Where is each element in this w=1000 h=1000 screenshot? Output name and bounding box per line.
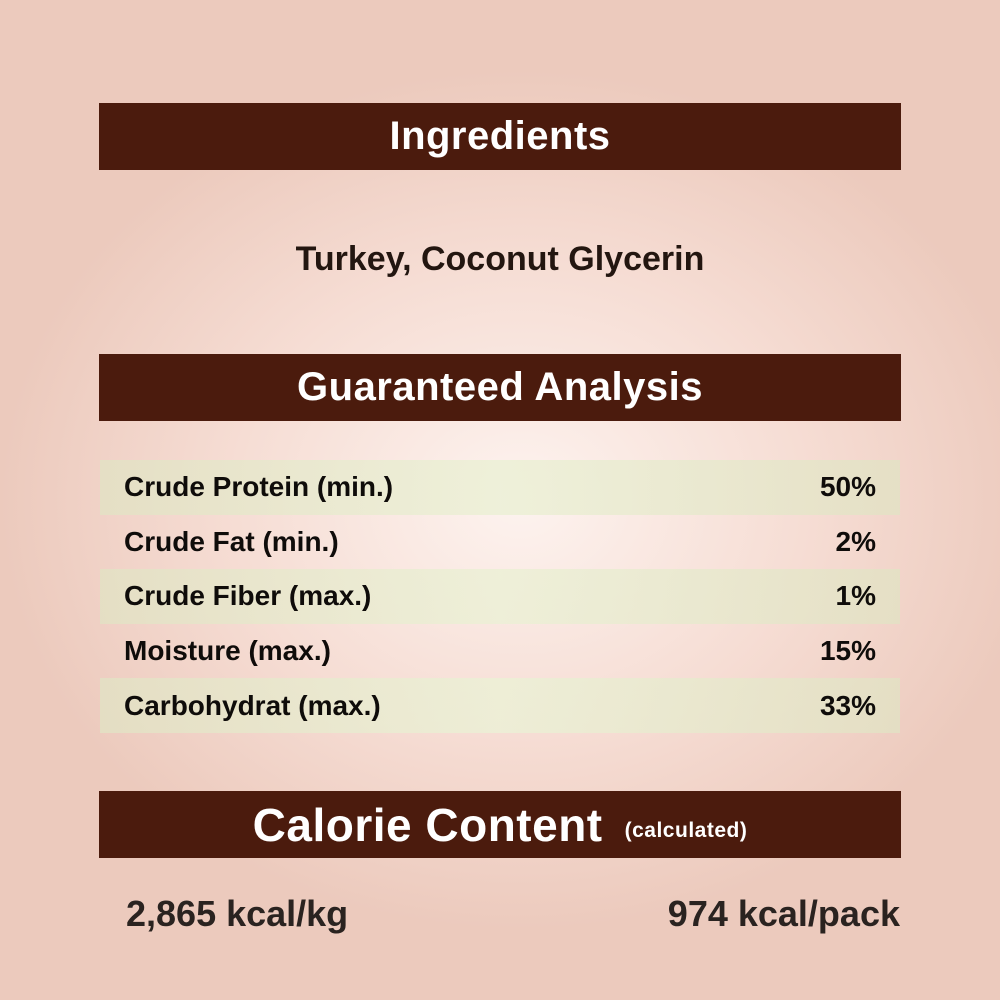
- row-value: 50%: [819, 471, 876, 503]
- row-label: Moisture (max.): [124, 635, 331, 667]
- calorie-subtitle: (calculated): [624, 818, 748, 842]
- row-label: Crude Fat (min.): [124, 525, 339, 557]
- row-value: 15%: [819, 635, 876, 667]
- row-label: Carbohydrat (max.): [124, 689, 381, 721]
- analysis-row: Moisture (max.) 15%: [100, 624, 900, 679]
- row-value: 2%: [835, 525, 876, 557]
- analysis-row: Crude Protein (min.) 50%: [100, 460, 900, 515]
- ingredients-title: Ingredients: [389, 114, 611, 158]
- ingredients-header: Ingredients: [99, 103, 901, 170]
- analysis-header: Guaranteed Analysis: [99, 354, 901, 421]
- analysis-row: Crude Fat (min.) 2%: [100, 515, 900, 570]
- row-label: Crude Fiber (max.): [124, 580, 372, 612]
- analysis-table: Crude Protein (min.) 50% Crude Fat (min.…: [100, 460, 900, 733]
- row-label: Crude Protein (min.): [124, 471, 394, 503]
- analysis-row: Crude Fiber (max.) 1%: [100, 569, 900, 624]
- ingredients-text: Turkey, Coconut Glycerin: [295, 240, 705, 278]
- row-value: 1%: [835, 580, 876, 612]
- analysis-row: Carbohydrat (max.) 33%: [100, 678, 900, 733]
- analysis-title: Guaranteed Analysis: [297, 365, 703, 409]
- calorie-header: Calorie Content (calculated): [99, 791, 901, 858]
- kcal-per-kg: 2,865 kcal/kg: [126, 893, 349, 934]
- calorie-title: Calorie Content: [252, 798, 603, 851]
- kcal-per-pack: 974 kcal/pack: [667, 893, 900, 934]
- row-value: 33%: [819, 689, 876, 721]
